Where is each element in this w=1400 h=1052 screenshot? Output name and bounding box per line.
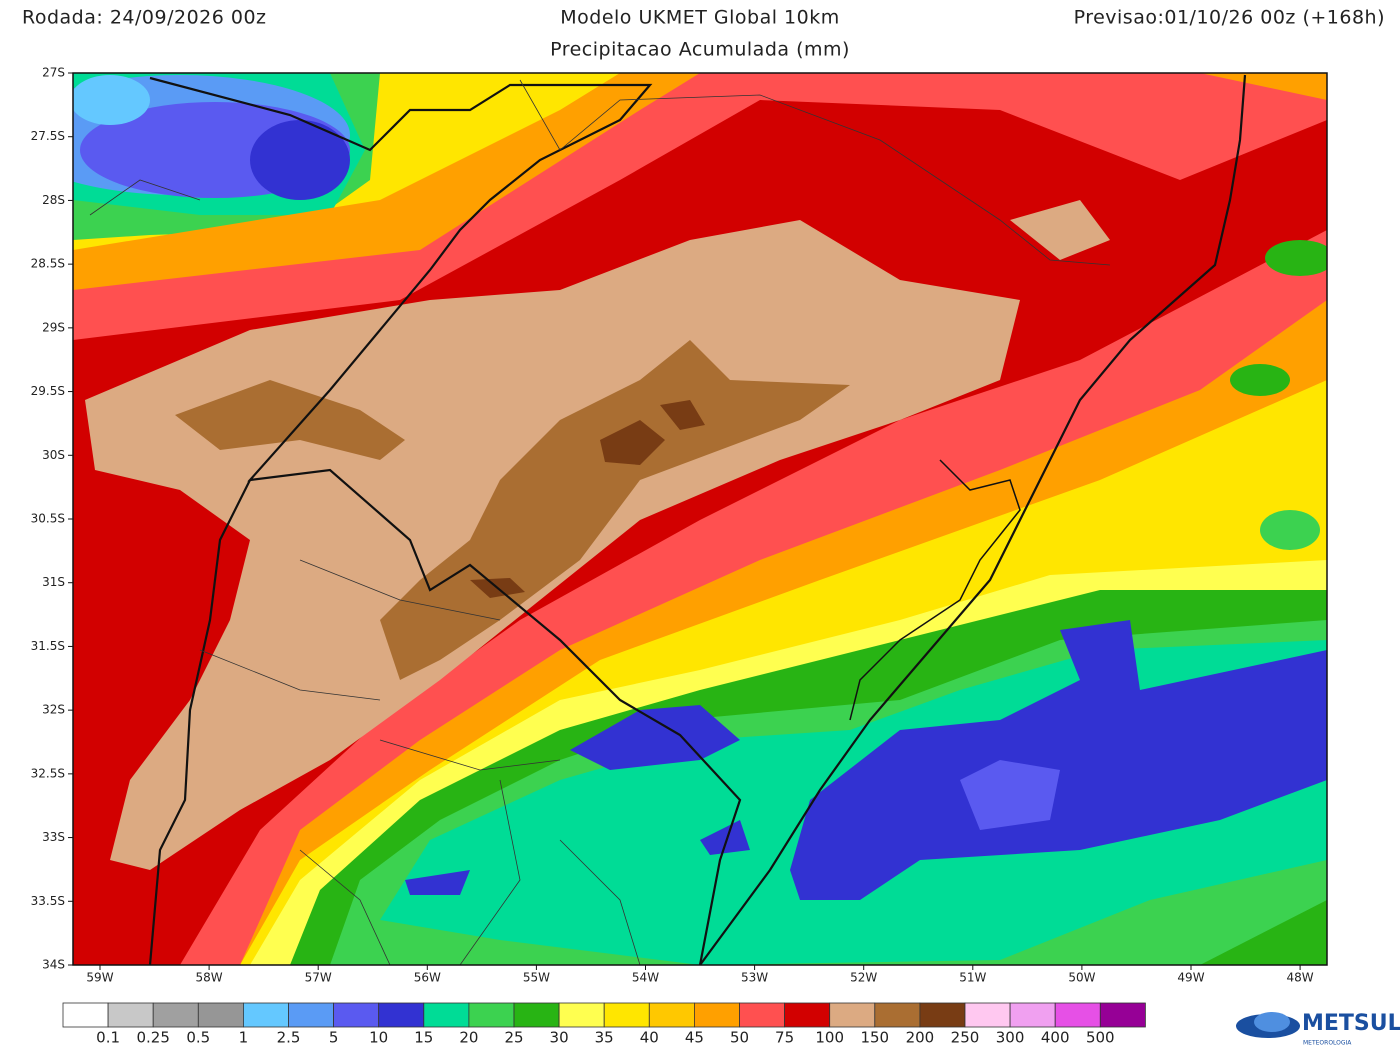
model-title: Modelo UKMET Global 10km [560, 7, 839, 29]
colorbar-swatch [1009, 1002, 1056, 1028]
lat-tick-label: 33.5S [31, 894, 65, 908]
colorbar-label: 15 [414, 1029, 433, 1047]
colorbar-label: 2.5 [277, 1029, 301, 1047]
colorbar-swatch [784, 1002, 831, 1028]
colorbar-swatch [964, 1002, 1011, 1028]
colorbar-swatch [197, 1002, 244, 1028]
colorbar-label: 200 [906, 1029, 935, 1047]
colorbar-label: 45 [685, 1029, 704, 1047]
lat-tick-label: 29S [42, 320, 65, 334]
colorbar-swatch [829, 1002, 876, 1028]
colorbar-swatch [62, 1002, 109, 1028]
lat-tick-label: 34S [42, 958, 65, 972]
lat-tick-label: 31.5S [31, 639, 65, 653]
lat-tick-label: 28S [42, 193, 65, 207]
colorbar-swatch [1054, 1002, 1101, 1028]
colorbar-label: 0.5 [186, 1029, 210, 1047]
colorbar-swatch [648, 1002, 695, 1028]
precipitation-field [73, 73, 1327, 965]
lon-tick-label: 57W [305, 971, 332, 985]
colorbar-label: 50 [730, 1029, 749, 1047]
lat-tick-label: 27.5S [31, 129, 65, 143]
colorbar-swatch [874, 1002, 921, 1028]
colorbar-swatch [919, 1002, 966, 1028]
colorbar-label: 250 [951, 1029, 980, 1047]
lat-tick-label: 27S [42, 66, 65, 80]
colorbar-swatch [694, 1002, 740, 1028]
colorbar-swatch [288, 1002, 334, 1028]
colorbar-swatch [242, 1002, 289, 1028]
colorbar-label: 10 [369, 1029, 388, 1047]
lat-tick-label: 28.5S [31, 257, 65, 271]
lon-tick-label: 59W [86, 971, 113, 985]
lon-tick-label: 53W [741, 971, 768, 985]
colorbar-label: 1 [239, 1029, 249, 1047]
lat-tick-label: 30.5S [31, 512, 65, 526]
lon-tick-label: 56W [414, 971, 441, 985]
lat-tick-label: 33S [42, 830, 65, 844]
lon-tick-label: 48W [1287, 971, 1314, 985]
lon-tick-label: 58W [196, 971, 223, 985]
colorbar-label: 20 [459, 1029, 478, 1047]
lon-tick-label: 52W [850, 971, 877, 985]
lat-tick-label: 31S [42, 575, 65, 589]
colorbar-label: 500 [1086, 1029, 1115, 1047]
forecast-label: Previsao:01/10/26 00z (+168h) [1074, 7, 1385, 29]
lon-tick-label: 55W [523, 971, 550, 985]
lon-tick-label: 51W [959, 971, 986, 985]
logo: METSUL METEOROLOGIA [1236, 1011, 1400, 1047]
colorbar-swatch [603, 1002, 650, 1028]
lat-tick-label: 32S [42, 703, 65, 717]
colorbar-label: 35 [595, 1029, 614, 1047]
colorbar-swatch [1099, 1002, 1146, 1028]
colorbar-swatch [513, 1002, 560, 1028]
lon-tick-label: 49W [1177, 971, 1204, 985]
colorbar-swatch [739, 1002, 785, 1028]
colorbar-swatch [558, 1002, 605, 1028]
lon-tick-label: 50W [1068, 971, 1095, 985]
colorbar-swatch [468, 1002, 515, 1028]
subtitle: Precipitacao Acumulada (mm) [550, 39, 850, 61]
colorbar-label: 40 [640, 1029, 659, 1047]
logo-tagline: METEOROLOGIA [1303, 1040, 1352, 1047]
lat-tick-label: 30S [42, 448, 65, 462]
colorbar-label: 5 [329, 1029, 339, 1047]
colorbar-swatch [107, 1002, 154, 1028]
run-label: Rodada: 24/09/2026 00z [22, 7, 267, 29]
colorbar-label: 100 [815, 1029, 844, 1047]
lat-tick-label: 32.5S [31, 766, 65, 780]
colorbar-label: 75 [775, 1029, 794, 1047]
colorbar-label: 30 [550, 1029, 569, 1047]
logo-name: METSUL [1302, 1011, 1400, 1036]
colorbar-label: 25 [504, 1029, 523, 1047]
colorbar-swatch [378, 1002, 425, 1028]
colorbar: 0.1 0.25 0.5 1 2.5 5 10 15 20 25 30 35 40 45 50 75 100 15… [62, 1002, 1146, 1047]
colorbar-swatch [152, 1002, 199, 1028]
colorbar-label: 300 [996, 1029, 1025, 1047]
colorbar-swatch [423, 1002, 470, 1028]
colorbar-label: 0.25 [136, 1029, 169, 1047]
colorbar-label: 400 [1041, 1029, 1070, 1047]
colorbar-swatch [333, 1002, 380, 1028]
map-ticks: 27S 27.5S 28S 28.5S 29S 29.5S 30S 30.5S 31S 31.5S… [31, 66, 1314, 985]
colorbar-label: 0.1 [96, 1029, 120, 1047]
lat-tick-label: 29.5S [31, 384, 65, 398]
colorbar-label: 150 [860, 1029, 889, 1047]
lon-tick-label: 54W [632, 971, 659, 985]
